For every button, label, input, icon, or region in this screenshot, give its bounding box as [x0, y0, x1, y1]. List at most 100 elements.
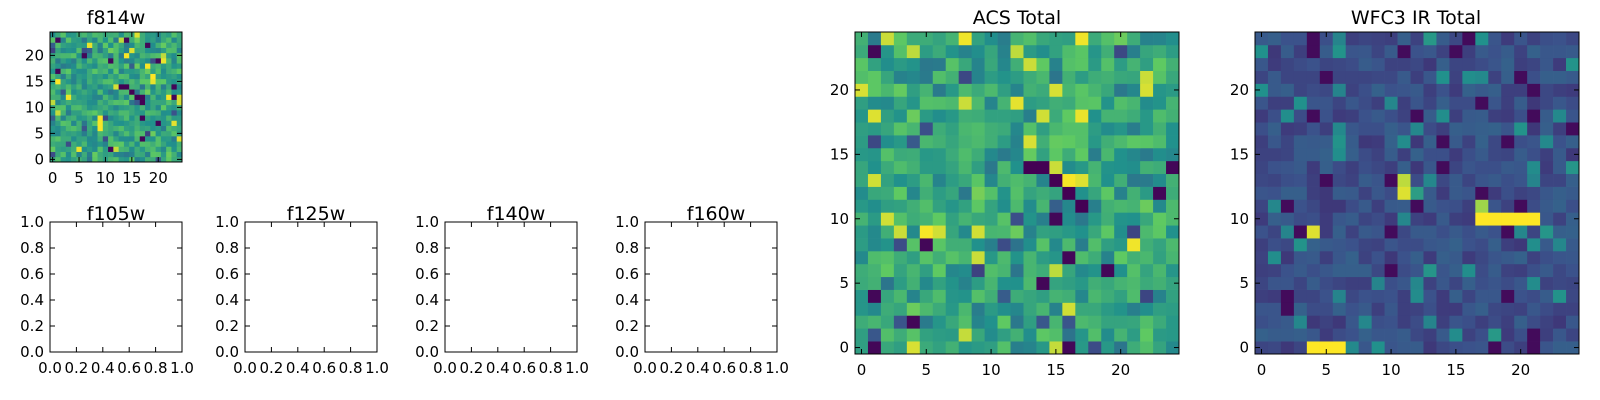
heatmap-cell: [1049, 263, 1063, 278]
heatmap-cell: [1101, 173, 1115, 187]
heatmap-cell: [958, 199, 972, 213]
heatmap-cell: [1423, 315, 1437, 329]
heatmap-cell: [1397, 238, 1411, 252]
heatmap-cell: [113, 94, 119, 100]
heatmap-cell: [893, 199, 908, 213]
heatmap-cell: [1410, 289, 1424, 303]
y-tick-label: 0.0: [215, 343, 239, 361]
heatmap-cell: [97, 63, 104, 69]
heatmap-cell: [1501, 70, 1515, 84]
heatmap-cell: [1293, 186, 1308, 200]
heatmap-cell: [880, 83, 895, 97]
heatmap-cell: [1088, 173, 1102, 187]
heatmap-cell: [855, 263, 869, 278]
heatmap-cell: [65, 99, 72, 106]
heatmap-cell: [118, 146, 125, 152]
heatmap-cell: [176, 120, 183, 126]
heatmap-cell: [1540, 302, 1554, 316]
heatmap-cell: [1384, 199, 1398, 213]
heatmap-cell: [1527, 83, 1541, 97]
heatmap-cell: [1267, 173, 1282, 187]
heatmap-cell: [113, 52, 119, 59]
heatmap-cell: [134, 120, 141, 126]
heatmap-cell: [1436, 315, 1450, 329]
heatmap-cell: [1358, 199, 1372, 213]
heatmap-cell: [1371, 83, 1385, 97]
heatmap-cell: [1358, 83, 1372, 97]
heatmap-cell: [139, 84, 146, 90]
heatmap-cell: [129, 110, 135, 116]
heatmap-cell: [81, 136, 88, 142]
heatmap-cell: [906, 212, 921, 226]
heatmap-cell: [958, 276, 972, 290]
heatmap-cell: [60, 37, 67, 43]
heatmap-cell: [880, 147, 895, 162]
heatmap-cell: [1075, 289, 1089, 303]
heatmap-cell: [1462, 70, 1476, 84]
heatmap-cell: [958, 186, 972, 200]
heatmap-cell: [65, 78, 72, 85]
heatmap-cell: [139, 141, 146, 147]
heatmap-cell: [1319, 250, 1334, 265]
heatmap-cell: [92, 78, 98, 85]
heatmap-cell: [160, 99, 167, 106]
heatmap-cell: [1280, 302, 1295, 316]
heatmap-cell: [150, 47, 156, 54]
heatmap-cell: [919, 276, 934, 290]
heatmap-cell: [945, 32, 960, 46]
heatmap-cell: [1255, 315, 1269, 329]
heatmap-cell: [984, 289, 998, 303]
x-tick-label: 15: [1046, 361, 1065, 379]
heatmap-cell: [1153, 44, 1167, 59]
heatmap-cell: [932, 276, 947, 290]
heatmap-cell: [1267, 212, 1282, 226]
heatmap-cell: [1462, 122, 1476, 136]
heatmap-cell: [971, 83, 985, 97]
heatmap-cell: [1566, 70, 1580, 84]
heatmap-cell: [139, 89, 146, 95]
heatmap-cell: [1114, 289, 1128, 303]
heatmap-cell: [55, 94, 61, 100]
heatmap-cell: [1293, 173, 1308, 187]
heatmap-cell: [86, 104, 93, 111]
heatmap-cell: [1293, 263, 1308, 278]
heatmap-cell: [1306, 173, 1321, 187]
heatmap-cell: [932, 44, 947, 59]
heatmap-cell: [1255, 83, 1269, 97]
heatmap-cell: [1501, 328, 1515, 342]
heatmap-cell: [1255, 238, 1269, 252]
heatmap-cell: [1449, 44, 1463, 59]
heatmap-cell: [971, 225, 985, 239]
heatmap-cell: [1075, 238, 1089, 252]
heatmap-cell: [65, 42, 72, 48]
heatmap-cell: [81, 78, 88, 85]
heatmap-cell: [1153, 160, 1167, 175]
heatmap-cell: [855, 57, 869, 71]
heatmap-cell: [1010, 57, 1024, 71]
heatmap-cell: [893, 302, 908, 316]
heatmap-cell: [55, 151, 61, 158]
heatmap-cell: [984, 186, 998, 200]
heatmap-cell: [1049, 289, 1063, 303]
heatmap-cell: [65, 52, 72, 59]
heatmap-cell: [81, 94, 88, 100]
heatmap-cell: [1371, 263, 1385, 278]
x-tick-label: 0.4: [686, 359, 710, 377]
heatmap-cell: [81, 32, 88, 38]
heatmap-cell: [997, 276, 1011, 290]
heatmap-cell: [123, 125, 130, 132]
heatmap-cell: [1127, 147, 1141, 162]
heatmap-cell: [1371, 44, 1385, 59]
heatmap-cell: [65, 47, 72, 54]
heatmap-cell: [1397, 173, 1411, 187]
heatmap-cell: [55, 130, 61, 137]
heatmap-cell: [1488, 276, 1502, 290]
heatmap-cell: [92, 120, 98, 126]
heatmap-cell: [1345, 250, 1360, 265]
heatmap-cell: [1049, 302, 1063, 316]
heatmap-cell: [880, 32, 895, 46]
heatmap-cell: [958, 225, 972, 239]
heatmap-cell: [1062, 238, 1076, 252]
heatmap-cell: [150, 120, 156, 126]
heatmap-cell: [893, 122, 908, 136]
